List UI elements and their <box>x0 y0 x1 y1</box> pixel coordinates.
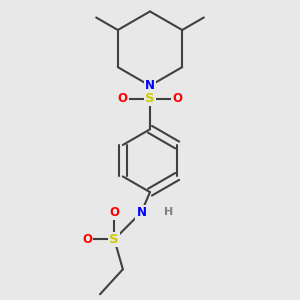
Text: S: S <box>110 233 119 246</box>
Text: O: O <box>118 92 128 105</box>
Text: O: O <box>172 92 182 105</box>
Text: O: O <box>82 233 92 246</box>
Text: N: N <box>145 79 155 92</box>
Text: N: N <box>136 206 146 219</box>
Text: H: H <box>164 207 173 217</box>
Text: O: O <box>109 206 119 219</box>
Text: S: S <box>145 92 155 105</box>
